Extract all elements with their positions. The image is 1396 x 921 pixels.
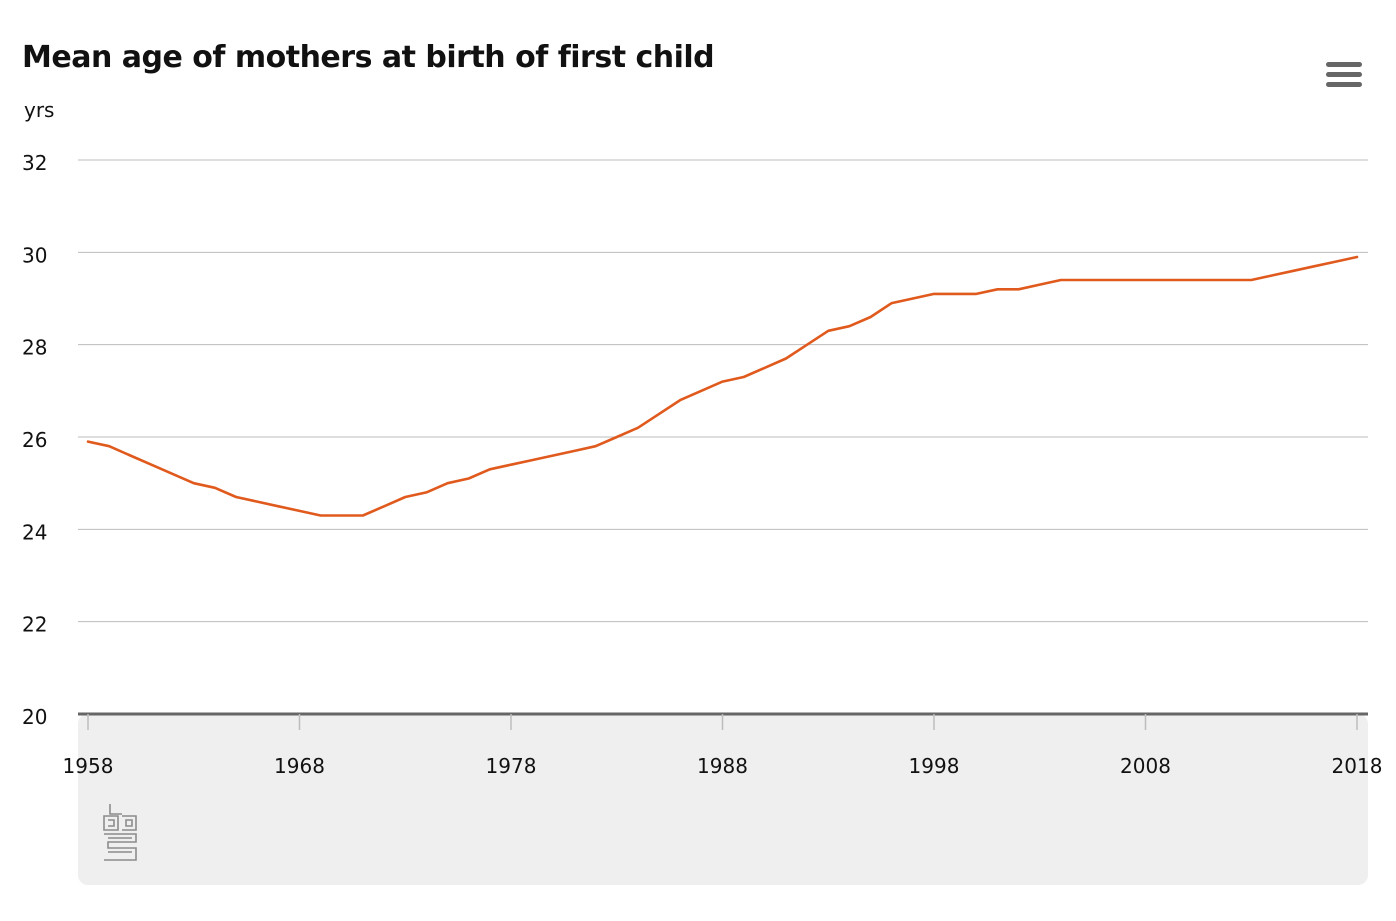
x-tick-label: 1968 bbox=[274, 754, 325, 778]
y-tick-label: 22 bbox=[22, 613, 47, 637]
x-tick-label: 2018 bbox=[1332, 754, 1383, 778]
x-tick-label: 1988 bbox=[697, 754, 748, 778]
y-tick-label: 30 bbox=[22, 243, 47, 267]
cbs-logo-icon bbox=[103, 804, 137, 861]
y-tick-label: 26 bbox=[22, 428, 47, 452]
menu-bar-middle bbox=[1326, 72, 1362, 77]
y-axis-ticks: 20 22 24 26 28 30 32 bbox=[22, 151, 47, 729]
y-tick-label: 28 bbox=[22, 336, 47, 360]
hamburger-menu-icon[interactable] bbox=[1326, 62, 1362, 92]
x-tick-label: 1958 bbox=[63, 754, 114, 778]
gridlines bbox=[78, 159, 1368, 623]
menu-bar-top bbox=[1326, 62, 1362, 67]
y-tick-label: 20 bbox=[22, 705, 47, 729]
x-tick-label: 1998 bbox=[909, 754, 960, 778]
y-tick-label: 24 bbox=[22, 520, 47, 544]
chart-title: Mean age of mothers at birth of first ch… bbox=[22, 40, 715, 75]
series-line[interactable] bbox=[86, 255, 1359, 517]
x-tick-label: 1978 bbox=[486, 754, 537, 778]
y-axis-unit-label: yrs bbox=[24, 98, 55, 122]
footer-background bbox=[78, 714, 1368, 885]
x-axis-ticks: 1958 1968 1978 1988 1998 2008 2018 bbox=[63, 714, 1383, 778]
menu-bar-bottom bbox=[1326, 82, 1362, 87]
x-tick-label: 2008 bbox=[1120, 754, 1171, 778]
y-tick-label: 32 bbox=[22, 151, 47, 175]
